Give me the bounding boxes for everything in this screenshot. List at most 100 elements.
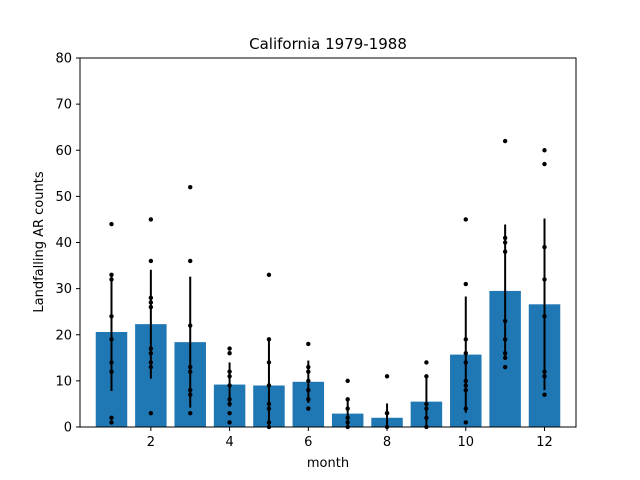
data-point: [266, 360, 272, 365]
data-point: [148, 217, 154, 222]
data-point: [109, 277, 114, 282]
data-point: [227, 397, 232, 402]
x-tick-label: 8: [383, 435, 391, 450]
data-point: [345, 378, 350, 384]
data-point: [266, 383, 272, 388]
data-point: [463, 281, 468, 287]
data-point: [502, 318, 508, 324]
data-point: [148, 410, 154, 416]
y-tick-label: 60: [55, 144, 72, 159]
data-point: [384, 410, 390, 416]
data-point: [424, 406, 429, 411]
data-point: [306, 406, 311, 411]
data-point: [188, 410, 193, 416]
x-tick-label: 12: [536, 435, 553, 450]
data-point: [227, 351, 232, 356]
points-layer: [109, 138, 547, 430]
data-point: [306, 341, 311, 347]
data-point: [542, 369, 547, 374]
data-point: [542, 148, 547, 153]
y-axis-ticks: 0 10 20 30 40 50 60 70 80: [55, 52, 80, 436]
data-point: [345, 415, 350, 420]
data-point: [227, 369, 232, 374]
data-point: [306, 387, 311, 393]
data-point: [502, 138, 508, 144]
data-point: [424, 401, 429, 407]
data-point: [266, 406, 272, 411]
data-point: [542, 161, 547, 167]
data-point: [148, 300, 154, 305]
y-tick-label: 40: [55, 236, 72, 251]
data-point: [148, 258, 154, 264]
x-axis-ticks: 2 4 6 8 10 12: [147, 427, 553, 450]
data-point: [188, 323, 193, 328]
data-point: [502, 351, 508, 356]
data-point: [266, 272, 272, 277]
y-tick-label: 70: [55, 98, 72, 113]
data-point: [463, 406, 468, 411]
data-point: [502, 364, 508, 370]
data-point: [463, 420, 468, 425]
data-point: [227, 410, 232, 416]
data-point: [266, 337, 272, 342]
data-point: [542, 314, 547, 319]
data-point: [345, 397, 350, 402]
data-point: [463, 387, 468, 393]
y-tick-label: 0: [64, 421, 72, 436]
data-point: [109, 337, 114, 342]
data-point: [188, 369, 193, 374]
data-point: [227, 383, 232, 388]
data-point: [306, 397, 311, 402]
data-point: [463, 337, 468, 342]
x-tick-label: 10: [458, 435, 475, 450]
data-point: [306, 369, 311, 374]
data-point: [148, 304, 154, 310]
data-point: [463, 383, 468, 388]
data-point: [148, 295, 154, 301]
data-point: [463, 360, 468, 365]
data-point: [542, 374, 547, 379]
data-point: [424, 374, 429, 379]
data-point: [148, 364, 154, 370]
data-point: [345, 406, 350, 411]
chart-title: California 1979-1988: [249, 35, 407, 53]
data-point: [109, 369, 114, 374]
data-point: [188, 364, 193, 370]
x-tick-label: 6: [304, 435, 312, 450]
data-point: [227, 346, 232, 351]
data-point: [266, 401, 272, 407]
y-tick-label: 80: [55, 52, 72, 67]
data-point: [109, 415, 114, 420]
y-tick-label: 50: [55, 190, 72, 205]
x-tick-label: 4: [225, 435, 233, 450]
data-point: [109, 360, 114, 365]
data-point: [109, 420, 114, 425]
data-point: [227, 374, 232, 379]
data-point: [109, 221, 114, 227]
data-point: [188, 258, 193, 264]
data-point: [188, 184, 193, 190]
data-point: [266, 420, 272, 425]
data-point: [542, 277, 547, 282]
data-point: [148, 351, 154, 356]
data-point: [306, 364, 311, 370]
data-point: [463, 217, 468, 222]
data-point: [227, 420, 232, 425]
data-point: [463, 351, 468, 356]
data-point: [502, 240, 508, 245]
data-point: [463, 378, 468, 384]
data-point: [502, 355, 508, 361]
data-point: [542, 244, 547, 250]
x-tick-label: 2: [147, 435, 155, 450]
data-point: [345, 420, 350, 425]
data-point: [384, 374, 390, 379]
data-point: [148, 360, 154, 365]
data-point: [148, 346, 154, 351]
x-axis-label: month: [307, 456, 349, 471]
data-point: [502, 337, 508, 342]
data-point: [542, 392, 547, 397]
y-tick-label: 20: [55, 328, 72, 343]
data-point: [109, 314, 114, 319]
data-point: [424, 360, 429, 365]
